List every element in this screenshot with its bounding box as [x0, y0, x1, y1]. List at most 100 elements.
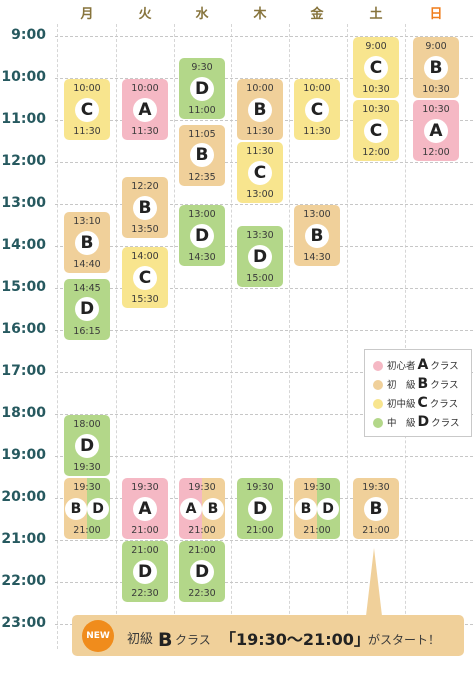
- class-letter-circle: B: [133, 195, 157, 220]
- block-end-time: 22:30: [131, 588, 159, 599]
- hour-label: 23:00: [1, 615, 46, 631]
- legend-letter: C: [417, 395, 428, 411]
- legend-class-word: クラス: [430, 361, 459, 372]
- class-letter-circle: C: [133, 265, 157, 290]
- legend-level: 初心者: [387, 361, 416, 372]
- block-start-time: 10:00: [303, 83, 331, 94]
- hour-label: 12:00: [1, 153, 46, 169]
- class-letter-circle: B: [305, 223, 329, 248]
- block-end-time: 13:50: [131, 224, 159, 235]
- class-letter-circle: D: [248, 244, 272, 269]
- class-letter-circle: D: [317, 497, 339, 520]
- class-letter-circle: D: [75, 297, 99, 321]
- block-end-time: 15:00: [246, 273, 274, 284]
- block-end-time: 21:00: [131, 525, 159, 536]
- class-block[interactable]: 9:00 10:30 C: [353, 37, 399, 98]
- class-block[interactable]: 13:30 15:00 D: [237, 226, 283, 287]
- class-block[interactable]: 10:00 11:30 C: [64, 79, 110, 140]
- hour-gridline: [55, 456, 473, 457]
- class-block[interactable]: 10:30 12:00 A: [413, 100, 459, 161]
- class-block[interactable]: 19:30 21:00 B: [353, 478, 399, 539]
- class-letter-circle: D: [190, 223, 214, 248]
- class-block[interactable]: 10:30 12:00 C: [353, 100, 399, 161]
- class-letter-circle: A: [133, 97, 157, 122]
- class-letter-circle: B: [202, 497, 224, 520]
- new-badge: NEW: [82, 620, 114, 652]
- class-letter-circle: B: [65, 497, 87, 520]
- block-start-time: 19:30: [131, 482, 159, 493]
- block-start-time: 11:05: [188, 128, 216, 140]
- block-end-time: 11:30: [131, 126, 159, 137]
- legend-level: 中 級: [387, 418, 416, 429]
- legend-letter: A: [417, 357, 429, 373]
- legend-letter: B: [417, 376, 429, 392]
- class-block[interactable]: 21:00 22:30 D: [122, 541, 168, 602]
- column-divider: [347, 24, 348, 649]
- class-block[interactable]: 19:30 21:00 D: [237, 478, 283, 539]
- class-letter-circle: C: [364, 118, 388, 143]
- class-block[interactable]: 11:05 12:35 B: [179, 124, 225, 186]
- class-block[interactable]: 10:00 11:30 C: [294, 79, 340, 140]
- class-letter-circle: A: [424, 118, 448, 143]
- legend-letter: D: [417, 414, 430, 430]
- class-block[interactable]: 14:45 16:15 D: [64, 278, 110, 340]
- block-end-time: 14:30: [188, 252, 216, 263]
- class-block[interactable]: 10:00 11:30 B: [237, 79, 283, 140]
- legend-level: 初 級: [387, 380, 416, 391]
- block-start-time: 10:30: [422, 104, 450, 115]
- block-start-time: 19:30: [303, 482, 331, 493]
- block-start-time: 10:00: [131, 83, 159, 94]
- block-start-time: 10:00: [73, 83, 101, 94]
- class-block[interactable]: 14:00 15:30 C: [122, 247, 168, 308]
- block-start-time: 10:30: [362, 104, 390, 115]
- hour-label: 15:00: [1, 279, 46, 295]
- block-start-time: 14:00: [131, 251, 159, 262]
- class-block[interactable]: 9:30 11:00 D: [179, 58, 225, 119]
- block-end-time: 11:30: [303, 126, 331, 137]
- class-block[interactable]: 13:10 14:40 B: [64, 212, 110, 273]
- class-block[interactable]: 9:00 10:30 B: [413, 37, 459, 98]
- class-block[interactable]: 10:00 11:30 A: [122, 79, 168, 140]
- block-start-time: 13:30: [246, 230, 274, 241]
- block-start-time: 19:30: [73, 482, 101, 493]
- block-start-time: 18:00: [73, 419, 101, 430]
- class-letter-circle: D: [133, 559, 157, 584]
- class-letter-circle: C: [75, 97, 99, 122]
- block-end-time: 11:30: [73, 126, 101, 137]
- class-block[interactable]: 21:00 22:30 D: [179, 541, 225, 602]
- class-letter-circle: D: [190, 76, 214, 101]
- banner-pointer: [366, 548, 382, 616]
- hour-label: 17:00: [1, 363, 46, 379]
- block-start-time: 9:30: [191, 62, 213, 73]
- hour-gridline: [55, 204, 473, 205]
- class-block[interactable]: 18:00 19:30 D: [64, 415, 110, 476]
- class-block[interactable]: 19:30 21:00 A: [122, 478, 168, 539]
- block-end-time: 19:30: [73, 462, 101, 473]
- day-header: 月: [80, 7, 94, 22]
- block-end-time: 11:30: [246, 126, 274, 137]
- column-divider: [116, 24, 117, 649]
- block-end-time: 21:00: [73, 525, 101, 536]
- new-class-banner: [72, 615, 464, 656]
- day-header: 日: [429, 7, 443, 22]
- block-end-time: 15:30: [131, 294, 159, 305]
- class-block[interactable]: 19:30 21:00 B D: [64, 478, 110, 539]
- block-end-time: 21:00: [246, 525, 274, 536]
- hour-label: 18:00: [1, 405, 46, 421]
- class-block[interactable]: 13:00 14:30 D: [179, 205, 225, 266]
- hour-gridline: [55, 288, 473, 289]
- column-divider: [57, 24, 58, 649]
- class-block[interactable]: 13:00 14:30 B: [294, 205, 340, 266]
- class-block[interactable]: 12:20 13:50 B: [122, 177, 168, 238]
- block-start-time: 21:00: [188, 545, 216, 556]
- class-block[interactable]: 19:30 21:00 B D: [294, 478, 340, 539]
- day-header: 土: [369, 7, 383, 22]
- hour-label: 14:00: [1, 237, 46, 253]
- class-letter-circle: D: [75, 433, 99, 458]
- class-block[interactable]: 19:30 21:00 A B: [179, 478, 225, 539]
- legend-class-word: クラス: [431, 418, 460, 429]
- class-block[interactable]: 11:30 13:00 C: [237, 142, 283, 203]
- banner-tail-text: がスタート！: [368, 633, 441, 647]
- block-end-time: 14:40: [73, 259, 101, 270]
- block-end-time: 12:00: [362, 147, 390, 158]
